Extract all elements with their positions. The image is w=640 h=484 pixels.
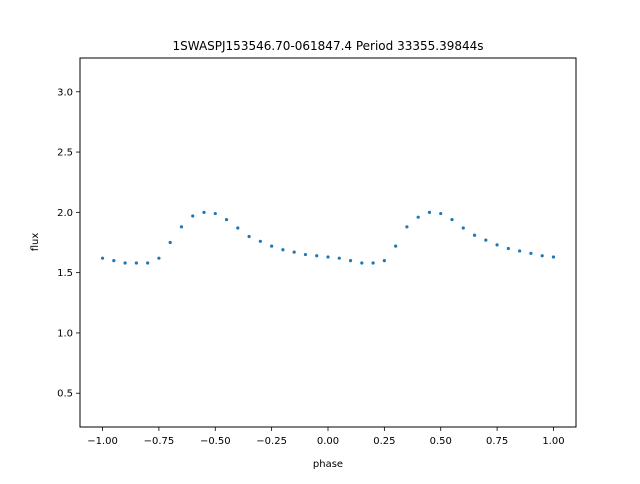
y-tick-label: 1.0 — [57, 328, 73, 339]
y-tick-label: 3.0 — [57, 87, 73, 98]
data-point — [360, 261, 364, 265]
data-point — [484, 238, 488, 242]
data-point — [461, 226, 465, 230]
data-point — [100, 256, 105, 260]
data-point — [292, 250, 296, 254]
data-point — [337, 256, 341, 260]
data-point — [551, 255, 556, 259]
data-point — [450, 217, 454, 222]
data-point — [213, 211, 217, 216]
data-point — [236, 226, 240, 230]
data-point — [371, 261, 375, 265]
data-point — [348, 258, 353, 263]
chart-title: 1SWASPJ153546.70-061847.4 Period 33355.3… — [172, 39, 483, 53]
x-tick-label: −0.50 — [200, 436, 231, 447]
data-point — [416, 215, 420, 219]
data-point — [506, 246, 510, 251]
data-point — [439, 211, 443, 216]
x-tick-label: 0.25 — [373, 436, 395, 447]
data-point — [258, 239, 262, 243]
scatter-points — [100, 210, 556, 265]
data-point — [315, 254, 319, 258]
y-tick-label: 1.5 — [57, 268, 73, 279]
data-point — [146, 261, 150, 265]
x-tick-label: 1.00 — [542, 436, 564, 447]
data-point — [247, 234, 251, 239]
data-point — [157, 256, 161, 260]
data-point — [134, 261, 138, 265]
y-tick-label: 2.0 — [57, 208, 73, 219]
data-point — [123, 261, 127, 265]
data-point — [394, 244, 398, 248]
data-point — [540, 254, 544, 258]
data-point — [224, 217, 229, 222]
data-point — [495, 243, 499, 247]
x-tick-label: −1.00 — [87, 436, 118, 447]
y-tick-label: 2.5 — [57, 148, 73, 159]
data-point — [382, 258, 386, 263]
x-tick-label: −0.75 — [144, 436, 175, 447]
data-point — [427, 210, 432, 214]
y-tick-label: 0.5 — [57, 389, 73, 400]
data-point — [281, 248, 285, 252]
data-point — [405, 225, 409, 229]
data-point — [179, 225, 184, 229]
x-tick-label: −0.25 — [256, 436, 287, 447]
data-point — [202, 210, 206, 214]
data-point — [518, 249, 522, 253]
data-point — [168, 240, 172, 245]
x-axis-label: phase — [313, 459, 343, 470]
data-point — [472, 233, 477, 237]
x-tick-label: 0.75 — [486, 436, 508, 447]
data-point — [270, 244, 274, 248]
x-tick-label: 0.50 — [430, 436, 452, 447]
y-axis-ticks: 0.5 1.0 1.5 2.0 2.5 3.0 — [57, 87, 80, 400]
data-point — [112, 258, 116, 263]
x-axis-ticks: −1.00 −0.75 −0.50 −0.25 0.00 0.25 0.50 0.75 1.00 — [87, 427, 565, 447]
data-point — [191, 214, 195, 218]
x-tick-label: 0.00 — [317, 436, 339, 447]
data-point — [529, 251, 533, 255]
data-point — [326, 255, 330, 259]
data-point — [303, 252, 308, 257]
y-axis-label: flux — [30, 233, 41, 252]
